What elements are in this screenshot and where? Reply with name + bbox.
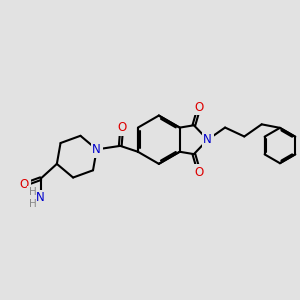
Text: N: N [92,143,101,156]
Text: N: N [36,191,45,204]
Text: H: H [28,199,36,209]
Text: H: H [28,188,36,197]
Text: O: O [117,121,126,134]
Text: N: N [203,133,212,146]
Text: O: O [195,100,204,113]
Text: O: O [20,178,29,191]
Text: O: O [195,166,204,179]
